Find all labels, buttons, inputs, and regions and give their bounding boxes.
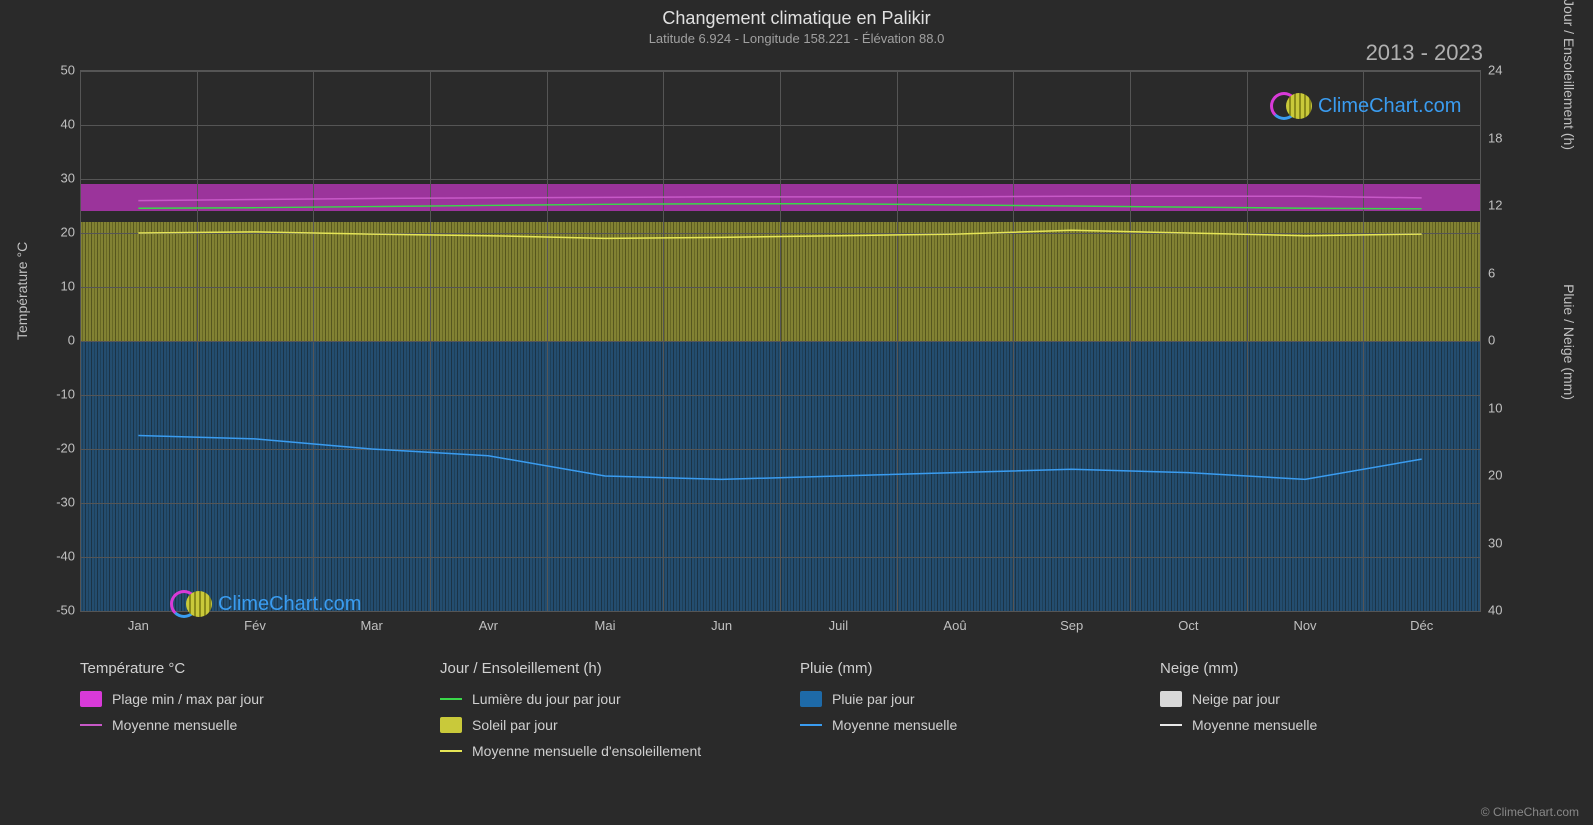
tick-bottom: Aoû: [943, 618, 966, 633]
legend-label: Soleil par jour: [472, 717, 558, 733]
tick-left: -10: [35, 387, 75, 402]
line-overlay: [80, 71, 1480, 611]
legend-header: Jour / Ensoleillement (h): [440, 660, 800, 677]
tick-right-top: 24: [1488, 63, 1528, 78]
legend-line-icon: [800, 724, 822, 726]
legend-column: Pluie (mm) Pluie par jour Moyenne mensuell…: [800, 660, 1160, 759]
watermark-top: ClimeChart.com: [1270, 92, 1461, 120]
tick-bottom: Avr: [479, 618, 498, 633]
legend-line-icon: [1160, 724, 1182, 726]
tick-right-top: 12: [1488, 198, 1528, 213]
tick-left: -20: [35, 441, 75, 456]
sun-avg-line: [138, 230, 1421, 238]
tick-left: 20: [35, 225, 75, 240]
legend-label: Lumière du jour par jour: [472, 691, 621, 707]
copyright: © ClimeChart.com: [1481, 805, 1579, 819]
legend-label: Pluie par jour: [832, 691, 915, 707]
y-axis-left-label: Température °C: [14, 242, 30, 340]
tick-bottom: Mar: [360, 618, 382, 633]
watermark-bottom: ClimeChart.com: [170, 590, 361, 618]
tick-right-bottom: 10: [1488, 400, 1528, 415]
legend-column: Température °C Plage min / max par jour Mo…: [80, 660, 440, 759]
tick-right-top: 0: [1488, 333, 1528, 348]
legend-item: Plage min / max par jour: [80, 691, 440, 707]
tick-bottom: Fév: [244, 618, 266, 633]
legend-item: Moyenne mensuelle d'ensoleillement: [440, 743, 800, 759]
legend-item: Moyenne mensuelle: [1160, 717, 1520, 733]
tick-right-top: 18: [1488, 130, 1528, 145]
y-axis-right-bottom-label: Pluie / Neige (mm): [1561, 284, 1577, 400]
legend-header: Neige (mm): [1160, 660, 1520, 677]
watermark-sun-icon: [1286, 93, 1312, 119]
chart-container: Changement climatique en Palikir Latitud…: [0, 0, 1593, 825]
legend-line-icon: [440, 698, 462, 700]
legend-label: Moyenne mensuelle: [1192, 717, 1317, 733]
watermark-text: ClimeChart.com: [1318, 95, 1461, 118]
watermark-text: ClimeChart.com: [218, 593, 361, 616]
legend-item: Lumière du jour par jour: [440, 691, 800, 707]
tick-bottom: Sep: [1060, 618, 1083, 633]
tick-bottom: Nov: [1293, 618, 1316, 633]
plot-area: [80, 70, 1481, 612]
tick-left: 30: [35, 171, 75, 186]
gridline-v: [1480, 71, 1481, 611]
tick-right-bottom: 40: [1488, 603, 1528, 618]
legend-line-icon: [440, 750, 462, 752]
tick-bottom: Juil: [829, 618, 849, 633]
legend-label: Plage min / max par jour: [112, 691, 264, 707]
tick-left: -50: [35, 603, 75, 618]
tick-left: -30: [35, 495, 75, 510]
tick-right-top: 6: [1488, 265, 1528, 280]
tick-left: -40: [35, 549, 75, 564]
y-axis-right-top-label: Jour / Ensoleillement (h): [1561, 0, 1577, 150]
daylight-line: [138, 204, 1421, 209]
watermark-sun-icon: [186, 591, 212, 617]
legend-column: Neige (mm) Neige par jour Moyenne mensuell…: [1160, 660, 1520, 759]
legend-swatch-icon: [800, 691, 822, 707]
legend-item: Moyenne mensuelle: [800, 717, 1160, 733]
tick-left: 40: [35, 117, 75, 132]
legend-swatch-icon: [80, 691, 102, 707]
legend-item: Neige par jour: [1160, 691, 1520, 707]
tick-right-bottom: 30: [1488, 535, 1528, 550]
legend-swatch-icon: [440, 717, 462, 733]
temp-avg-line: [138, 196, 1421, 200]
tick-left: 50: [35, 63, 75, 78]
tick-bottom: Jun: [711, 618, 732, 633]
legend-label: Moyenne mensuelle: [832, 717, 957, 733]
legend-label: Moyenne mensuelle d'ensoleillement: [472, 743, 701, 759]
legend: Température °C Plage min / max par jour Mo…: [80, 660, 1520, 759]
legend-header: Température °C: [80, 660, 440, 677]
legend-column: Jour / Ensoleillement (h) Lumière du jour…: [440, 660, 800, 759]
year-range: 2013 - 2023: [1366, 40, 1483, 66]
tick-bottom: Jan: [128, 618, 149, 633]
legend-header: Pluie (mm): [800, 660, 1160, 677]
tick-bottom: Oct: [1178, 618, 1198, 633]
tick-left: 0: [35, 333, 75, 348]
tick-bottom: Déc: [1410, 618, 1433, 633]
tick-right-bottom: 20: [1488, 468, 1528, 483]
chart-title: Changement climatique en Palikir: [0, 0, 1593, 29]
legend-label: Neige par jour: [1192, 691, 1280, 707]
tick-bottom: Mai: [595, 618, 616, 633]
chart-subtitle: Latitude 6.924 - Longitude 158.221 - Élé…: [0, 29, 1593, 46]
legend-swatch-icon: [1160, 691, 1182, 707]
legend-line-icon: [80, 724, 102, 726]
legend-label: Moyenne mensuelle: [112, 717, 237, 733]
legend-item: Soleil par jour: [440, 717, 800, 733]
tick-left: 10: [35, 279, 75, 294]
rain-avg-line: [138, 436, 1421, 480]
legend-item: Moyenne mensuelle: [80, 717, 440, 733]
legend-item: Pluie par jour: [800, 691, 1160, 707]
